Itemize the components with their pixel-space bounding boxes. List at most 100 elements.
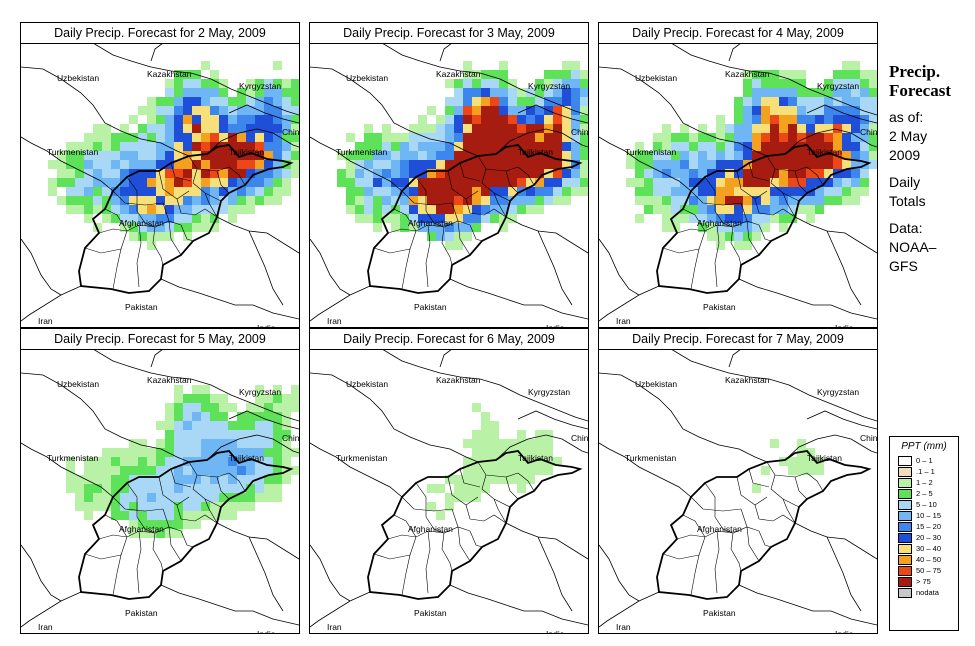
- precip-cell: [273, 475, 282, 484]
- precip-cell: [255, 124, 264, 133]
- precip-cell: [237, 439, 246, 448]
- precip-cell: [842, 169, 851, 178]
- precip-cell: [382, 196, 391, 205]
- precip-cell: [147, 151, 156, 160]
- precip-cell: [93, 502, 102, 511]
- precip-cell: [418, 142, 427, 151]
- precip-cell: [183, 394, 192, 403]
- precip-cell: [66, 151, 75, 160]
- precip-cell: [761, 97, 770, 106]
- forecast-panel: Daily Precip. Forecast for 5 May, 2009 Uz…: [20, 328, 300, 634]
- precip-cell: [725, 205, 734, 214]
- precip-cell: [174, 169, 183, 178]
- precip-cell: [436, 115, 445, 124]
- precip-cell: [707, 187, 716, 196]
- precip-cell: [752, 196, 761, 205]
- precip-cell: [192, 448, 201, 457]
- province-boundary: [493, 498, 507, 524]
- legend-item: 20 – 30: [898, 532, 958, 543]
- precip-cell: [743, 169, 752, 178]
- precip-cell: [282, 133, 291, 142]
- precip-cell: [499, 79, 508, 88]
- precip-cell: [797, 106, 806, 115]
- precip-cell: [671, 178, 680, 187]
- precip-cell: [635, 142, 644, 151]
- precip-cell: [138, 142, 147, 151]
- precip-cell: [851, 79, 860, 88]
- precip-cell: [237, 421, 246, 430]
- precip-cell: [454, 475, 463, 484]
- country-label: Kyrgyzstan: [528, 81, 570, 91]
- precip-cell: [84, 502, 93, 511]
- precip-cell: [734, 178, 743, 187]
- precip-grid: [626, 61, 877, 250]
- precip-cell: [228, 169, 237, 178]
- precip-cell: [210, 493, 219, 502]
- country-border: [505, 522, 588, 560]
- legend-label: 15 – 20: [916, 522, 942, 531]
- country-label: Turkmenistan: [625, 147, 676, 157]
- province-boundary: [740, 202, 748, 222]
- precip-cell: [472, 466, 481, 475]
- precip-cell: [806, 205, 815, 214]
- precip-cell: [102, 187, 111, 196]
- precip-cell: [788, 88, 797, 97]
- province-boundary: [682, 208, 706, 232]
- province-boundary: [425, 530, 431, 594]
- precip-cell: [481, 430, 490, 439]
- precip-cell: [535, 187, 544, 196]
- precip-cell: [147, 205, 156, 214]
- precip-cell: [192, 106, 201, 115]
- precip-cell: [165, 493, 174, 502]
- precip-cell: [210, 205, 219, 214]
- precip-cell: [562, 178, 571, 187]
- precip-cell: [725, 142, 734, 151]
- precip-cell: [752, 214, 761, 223]
- precip-cell: [219, 439, 228, 448]
- precip-cell: [210, 394, 219, 403]
- precip-cell: [201, 430, 210, 439]
- country-label: China: [860, 127, 877, 137]
- precip-cell: [824, 142, 833, 151]
- precip-cell: [156, 196, 165, 205]
- precip-cell: [463, 466, 472, 475]
- country-label: Pakistan: [703, 608, 736, 618]
- precip-cell: [662, 214, 671, 223]
- precip-cell: [273, 385, 282, 394]
- precip-cell: [779, 124, 788, 133]
- precip-cell: [761, 178, 770, 187]
- precip-cell: [75, 484, 84, 493]
- precip-cell: [526, 160, 535, 169]
- precip-cell: [806, 466, 815, 475]
- precip-cell: [526, 196, 535, 205]
- precip-cell: [255, 466, 264, 475]
- precip-cell: [481, 115, 490, 124]
- precip-cell: [219, 502, 228, 511]
- precip-cell: [409, 196, 418, 205]
- precip-cell: [788, 115, 797, 124]
- data-source-3: GFS: [889, 258, 918, 274]
- precip-cell: [689, 151, 698, 160]
- precip-cell: [192, 403, 201, 412]
- province-boundary: [192, 168, 222, 202]
- precip-cell: [463, 457, 472, 466]
- country-label: Turkmenistan: [625, 453, 676, 463]
- country-border: [206, 128, 299, 155]
- country-border: [449, 278, 588, 320]
- precip-cell: [553, 115, 562, 124]
- precip-cell: [517, 142, 526, 151]
- country-label: China: [282, 433, 299, 443]
- precip-cell: [689, 187, 698, 196]
- precip-cell: [571, 106, 580, 115]
- country-border: [670, 43, 710, 62]
- province-boundary: [176, 504, 218, 524]
- precip-cell: [526, 97, 535, 106]
- precip-cell: [192, 88, 201, 97]
- precip-cell: [788, 457, 797, 466]
- precip-cell: [264, 187, 273, 196]
- precip-cell: [237, 160, 246, 169]
- data-source-2: NOAA–: [889, 239, 937, 255]
- precip-cell: [156, 106, 165, 115]
- precip-cell: [815, 160, 824, 169]
- precip-cell: [174, 421, 183, 430]
